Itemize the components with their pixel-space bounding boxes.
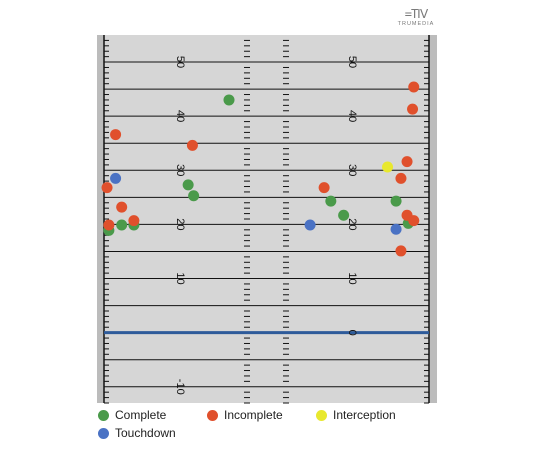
point-complete bbox=[223, 94, 235, 106]
legend-dot-interception bbox=[316, 409, 327, 421]
legend-item-incomplete: Incomplete bbox=[207, 408, 283, 422]
yard-number-left: 30 bbox=[174, 164, 186, 176]
point-incomplete bbox=[186, 139, 198, 151]
legend-item-touchdown: Touchdown bbox=[98, 426, 176, 440]
point-touchdown bbox=[304, 219, 316, 231]
football-field: 50 40 30 20 10 -10 50 40 30 20 10 0 bbox=[97, 35, 437, 404]
legend: Complete Incomplete Interception Touchdo… bbox=[98, 406, 418, 446]
point-incomplete bbox=[408, 81, 420, 93]
point-incomplete bbox=[116, 201, 128, 213]
yard-number-right: 50 bbox=[346, 56, 358, 68]
point-incomplete bbox=[101, 182, 113, 194]
legend-label-interception: Interception bbox=[333, 408, 396, 422]
legend-label-complete: Complete bbox=[115, 408, 167, 422]
point-incomplete bbox=[401, 156, 413, 168]
point-complete bbox=[338, 209, 350, 221]
point-complete bbox=[188, 190, 200, 202]
yard-number-right: 30 bbox=[346, 164, 358, 176]
point-incomplete bbox=[408, 215, 420, 227]
legend-label-incomplete: Incomplete bbox=[224, 408, 283, 422]
legend-item-complete: Complete bbox=[98, 408, 166, 422]
legend-dot-incomplete bbox=[207, 409, 218, 421]
logo-mark: =TⅣ bbox=[404, 7, 429, 21]
point-complete bbox=[116, 219, 128, 231]
point-incomplete bbox=[318, 182, 330, 194]
point-complete bbox=[390, 195, 402, 207]
yard-number-right: 40 bbox=[346, 110, 358, 122]
logo-text: TRUMEDIA bbox=[397, 21, 435, 27]
point-incomplete bbox=[103, 219, 115, 231]
point-incomplete bbox=[395, 172, 407, 184]
legend-dot-complete bbox=[98, 409, 109, 421]
point-complete bbox=[182, 179, 194, 191]
yard-number-left: 10 bbox=[174, 272, 186, 284]
legend-dot-touchdown bbox=[98, 427, 109, 439]
yard-number-left: 50 bbox=[174, 56, 186, 68]
yard-number-right: 20 bbox=[346, 218, 358, 230]
point-touchdown bbox=[110, 172, 122, 184]
point-incomplete bbox=[407, 103, 419, 115]
point-incomplete bbox=[395, 245, 407, 257]
point-incomplete bbox=[110, 129, 122, 141]
yard-number-right: 10 bbox=[346, 272, 358, 284]
field-chart: 50 40 30 20 10 -10 50 40 30 20 10 0 bbox=[97, 35, 437, 404]
yard-number-left: 40 bbox=[174, 110, 186, 122]
point-interception bbox=[382, 161, 394, 173]
pass-points bbox=[101, 81, 420, 257]
legend-item-interception: Interception bbox=[316, 408, 396, 422]
field-surface bbox=[104, 35, 429, 403]
legend-label-touchdown: Touchdown bbox=[115, 426, 176, 440]
yard-number-left: -10 bbox=[174, 379, 186, 395]
point-touchdown bbox=[390, 223, 402, 235]
point-complete bbox=[325, 195, 337, 207]
yard-number-left: 20 bbox=[174, 218, 186, 230]
trumedia-logo: =TⅣ TRUMEDIA bbox=[392, 8, 440, 32]
yard-number-right: 0 bbox=[346, 330, 358, 336]
point-incomplete bbox=[128, 215, 140, 227]
